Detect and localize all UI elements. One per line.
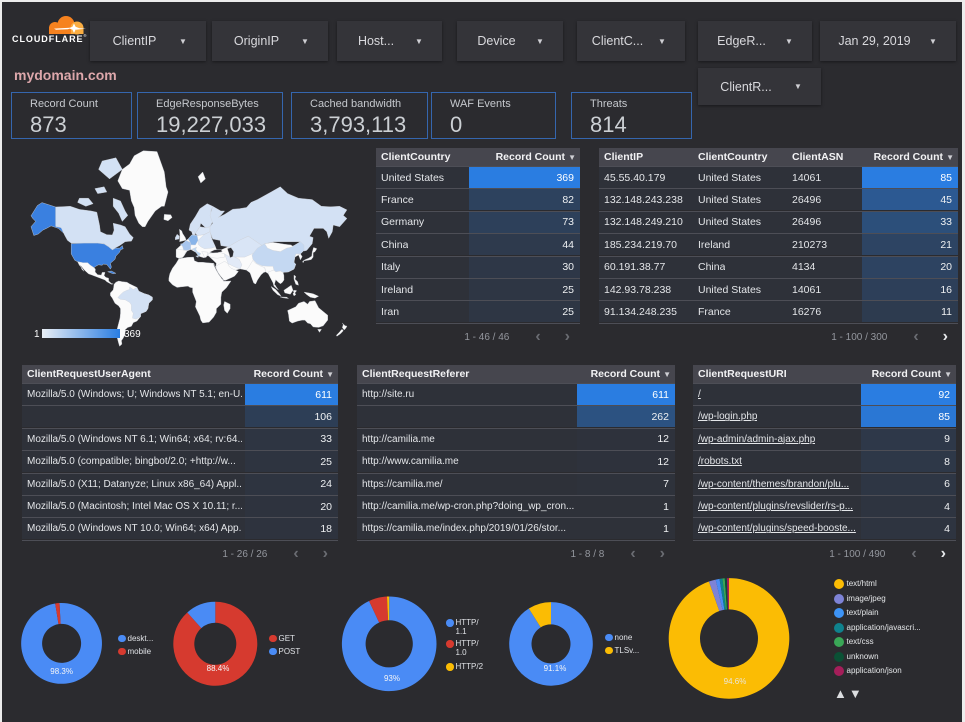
svg-text:93%: 93% bbox=[384, 674, 400, 683]
svg-text:369: 369 bbox=[124, 329, 141, 340]
svg-text:1: 1 bbox=[34, 329, 40, 340]
svg-text:®: ® bbox=[84, 33, 87, 38]
svg-text:94.6%: 94.6% bbox=[724, 677, 747, 686]
svg-text:88.4%: 88.4% bbox=[207, 664, 230, 673]
svg-text:CLOUDFLARE: CLOUDFLARE bbox=[12, 34, 84, 44]
svg-text:91.1%: 91.1% bbox=[544, 664, 567, 673]
svg-text:98.3%: 98.3% bbox=[50, 667, 73, 676]
